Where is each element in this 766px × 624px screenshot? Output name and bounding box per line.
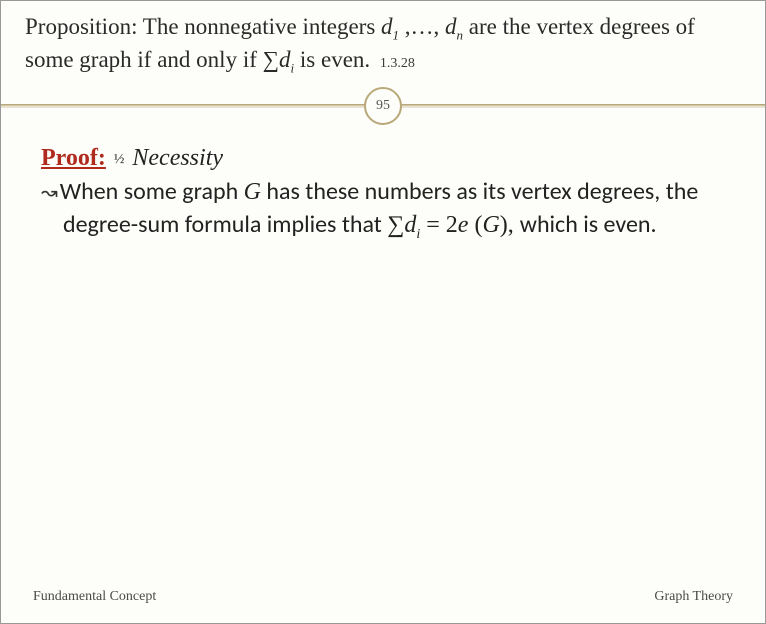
var-di: d [404,212,416,238]
var-G: G [482,212,499,238]
body-frag: When [60,177,124,206]
sigma-icon: ∑ [263,47,279,72]
proof-body: ↝When some graph G has these numbers as … [41,176,725,244]
slide-number-badge: 95 [364,87,402,125]
title-var-d1: d [381,14,393,39]
title-var-dn: d [445,14,457,39]
title-frag: Proposition: The nonnegative integers [25,14,381,39]
bullet-icon: ↝ [41,182,58,204]
footer-left: Fundamental Concept [33,589,156,605]
title-reference: 1.3.28 [380,56,415,71]
proof-heading: Proof: ½ Necessity [41,145,725,172]
title-text: Proposition: The nonnegative integers d 1… [25,14,695,72]
sigma-icon: ∑ [387,212,404,238]
var-e: e [458,212,469,238]
var-G: G [244,179,261,205]
title-divider: 95 [1,87,765,125]
body-frag: which is even. [520,210,657,239]
body-eq: = 2 [420,212,458,238]
footer-right: Graph Theory [654,589,733,605]
body-frag: some graph [124,177,244,206]
slide-title: Proposition: The nonnegative integers d 1… [1,1,765,83]
title-frag: ,…, [399,14,445,39]
slide-footer: Fundamental Concept Graph Theory [1,589,765,605]
proof-half: ½ [114,152,125,167]
slide: Proposition: The nonnegative integers d 1… [0,0,766,624]
title-var-di: d [279,47,291,72]
slide-content: Proof: ½ Necessity ↝When some graph G ha… [1,125,765,244]
paren: ), [500,212,520,238]
proof-necessity: Necessity [132,145,223,171]
slide-number: 95 [376,98,390,114]
title-frag: is even. [294,47,370,72]
paren: ( [468,212,482,238]
proof-label: Proof: [41,145,106,171]
